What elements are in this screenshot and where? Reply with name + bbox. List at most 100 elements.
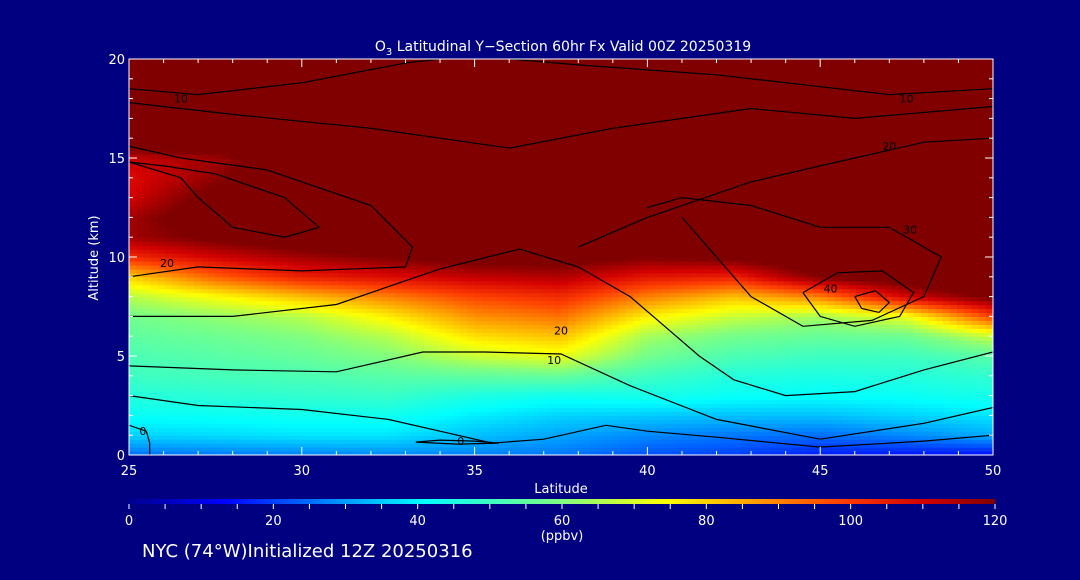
heat-cell: [388, 439, 396, 444]
heat-cell: [625, 375, 634, 381]
heat-cell: [301, 379, 310, 385]
heat-cell: [496, 435, 504, 440]
heat-cell: [244, 379, 252, 385]
heat-cell: [863, 363, 872, 369]
heat-cell: [892, 324, 900, 329]
heat-cell: [899, 316, 908, 321]
heat-cell: [633, 328, 641, 333]
heat-cell: [791, 348, 800, 353]
heat-cell: [813, 352, 821, 357]
heat-cell: [647, 328, 656, 333]
heat-cell: [258, 332, 267, 337]
heat-cell: [856, 407, 864, 413]
heat-cell: [676, 411, 684, 416]
heat-cell: [143, 336, 152, 341]
heat-cell: [913, 344, 922, 349]
heat-cell: [784, 391, 792, 397]
heat-cell: [445, 415, 454, 420]
heat-cell: [244, 391, 252, 397]
heat-cell: [791, 304, 800, 310]
heat-cell: [978, 415, 987, 420]
heat-cell: [805, 296, 814, 302]
heat-cell: [568, 399, 576, 405]
heat-cell: [582, 308, 591, 314]
heat-cell: [813, 387, 821, 393]
heat-cell: [265, 427, 274, 432]
heat-cell: [553, 296, 562, 302]
heat-cell: [201, 379, 209, 385]
heat-cell: [957, 312, 965, 317]
heat-cell: [186, 332, 195, 337]
heat-cell: [481, 308, 490, 314]
heat-cell: [150, 340, 159, 345]
heat-cell: [474, 443, 483, 448]
heat-cell: [222, 363, 231, 369]
heat-cell: [438, 439, 447, 444]
heat-cell: [892, 371, 900, 377]
heat-cell: [661, 375, 670, 381]
heat-cell: [280, 367, 288, 373]
heat-cell: [481, 403, 490, 409]
heat-cell: [741, 328, 749, 333]
heat-cell: [971, 431, 980, 436]
heat-cell: [481, 367, 490, 373]
heat-cell: [301, 447, 310, 452]
heat-cell: [784, 439, 792, 444]
heat-cell: [503, 375, 512, 381]
heat-cell: [877, 308, 886, 314]
heat-cell: [496, 451, 504, 455]
heat-cell: [258, 379, 267, 385]
heat-cell: [978, 312, 987, 317]
heat-cell: [762, 359, 771, 365]
heat-cell: [863, 304, 872, 310]
heat-cell: [215, 340, 224, 345]
heat-cell: [942, 356, 951, 361]
heat-cell: [913, 415, 922, 420]
heat-cell: [985, 431, 993, 436]
heat-cell: [985, 387, 993, 393]
heat-cell: [402, 320, 411, 325]
heat-cell: [129, 451, 137, 455]
heat-cell: [985, 359, 993, 365]
heat-cell: [215, 419, 224, 424]
heat-cell: [525, 375, 533, 381]
heat-cell: [834, 296, 843, 302]
heat-cell: [316, 451, 324, 455]
heat-cell: [345, 443, 353, 448]
heat-cell: [676, 391, 684, 397]
heat-cell: [942, 419, 951, 424]
heat-cell: [445, 391, 454, 397]
heat-cell: [330, 328, 339, 333]
heat-cell: [561, 367, 569, 373]
heat-cell: [921, 391, 929, 397]
heat-cell: [712, 359, 720, 365]
heat-cell: [582, 300, 591, 306]
heat-cell: [409, 356, 418, 361]
heat-cell: [805, 371, 814, 377]
heat-cell: [157, 363, 166, 369]
heat-cell: [517, 288, 526, 294]
heat-cell: [877, 443, 886, 448]
heat-cell: [676, 332, 684, 337]
heat-cell: [741, 308, 749, 314]
heat-cell: [820, 439, 828, 444]
heat-cell: [798, 328, 807, 333]
heat-cell: [359, 439, 368, 444]
heat-cell: [719, 344, 728, 349]
heat-cell: [705, 399, 713, 405]
heat-cell: [957, 344, 965, 349]
heat-cell: [611, 288, 620, 294]
heat-cell: [661, 292, 670, 298]
heat-cell: [150, 427, 159, 432]
heat-cell: [827, 383, 836, 389]
heat-cell: [877, 399, 886, 405]
heat-cell: [244, 419, 252, 424]
heat-cell: [201, 387, 209, 393]
heat-cell: [913, 395, 922, 401]
heat-cell: [625, 423, 634, 428]
heat-cell: [409, 332, 418, 337]
heat-cell: [258, 312, 267, 317]
heat-cell: [834, 356, 843, 361]
heat-cell: [690, 383, 699, 389]
heat-cell: [755, 367, 764, 373]
